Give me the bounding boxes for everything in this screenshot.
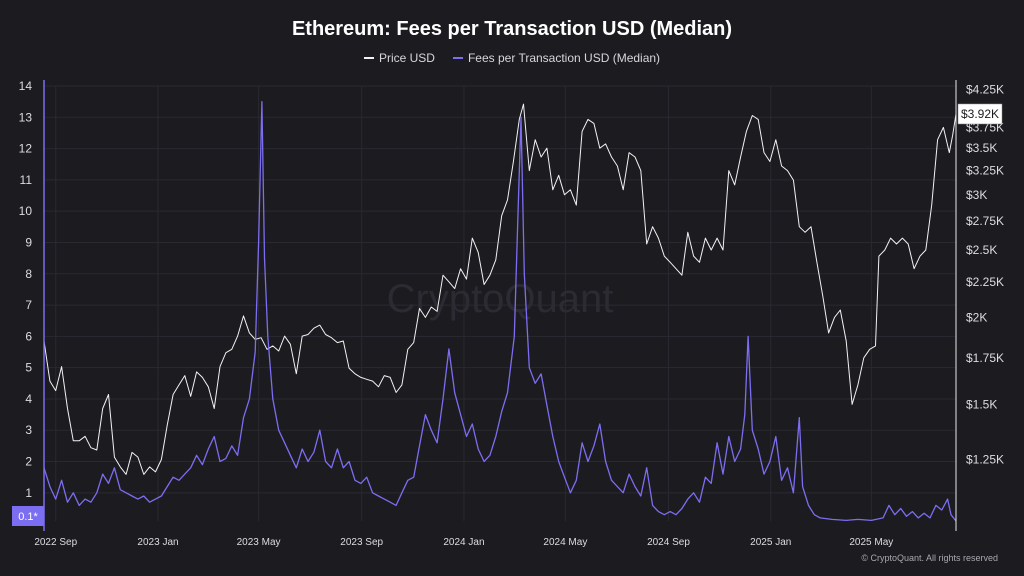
- copyright-text: © CryptoQuant. All rights reserved: [861, 553, 998, 563]
- legend-item-fees[interactable]: Fees per Transaction USD (Median): [452, 51, 661, 65]
- right-tick-label: $2.5K: [966, 243, 997, 257]
- legend-item-price[interactable]: Price USD: [363, 51, 435, 65]
- right-tick-label: $4.25K: [966, 83, 1004, 97]
- left-tick-label: 4: [25, 392, 32, 406]
- right-tick-label: $2.25K: [966, 275, 1004, 289]
- x-tick-label: 2023 Sep: [340, 537, 383, 548]
- right-tick-label: $3K: [966, 188, 987, 202]
- left-tick-label: 8: [25, 267, 32, 281]
- left-tick-label: 1: [25, 486, 32, 500]
- left-tick-label: 14: [19, 79, 33, 93]
- legend: Price USD Fees per Transaction USD (Medi…: [0, 51, 1024, 65]
- legend-swatch-price: [363, 57, 374, 59]
- fees-current-badge: 0.1*: [12, 506, 44, 526]
- left-tick-label: 11: [20, 173, 33, 187]
- fees-badge-bg: [12, 506, 44, 526]
- x-tick-label: 2024 May: [543, 537, 587, 548]
- left-tick-label: 7: [25, 298, 32, 312]
- price-badge-bg: [957, 103, 1003, 125]
- x-tick-label: 2025 May: [849, 537, 893, 548]
- grid-lines: [44, 85, 956, 521]
- series-layer: [43, 100, 957, 522]
- fees-series-line: [43, 100, 957, 522]
- x-tick-label: 2025 Jan: [750, 537, 791, 548]
- right-tick-label: $1.75K: [966, 351, 1004, 365]
- right-tick-label: $1.25K: [966, 453, 1004, 467]
- price-badge-label: $3.92K: [961, 107, 999, 121]
- left-tick-label: 13: [19, 110, 33, 124]
- left-tick-label: 9: [25, 235, 32, 249]
- left-tick-label: 2: [25, 455, 32, 469]
- left-tick-label: 3: [25, 423, 32, 437]
- fees-badge-label: 0.1*: [18, 511, 38, 523]
- x-tick-label: 2023 Jan: [137, 537, 178, 548]
- left-tick-label: 12: [19, 142, 33, 156]
- right-tick-label: $3.25K: [966, 164, 1004, 178]
- x-tick-label: 2024 Sep: [647, 537, 690, 548]
- price-series-line: [43, 103, 957, 475]
- left-tick-label: 6: [25, 329, 32, 343]
- left-tick-label: 10: [19, 204, 33, 218]
- x-tick-label: 2023 May: [237, 537, 281, 548]
- x-tick-label: 2022 Sep: [34, 537, 77, 548]
- right-tick-label: $3.5K: [966, 141, 997, 155]
- legend-label-fees: Fees per Transaction USD (Median): [467, 51, 661, 65]
- right-tick-label: $2.75K: [966, 214, 1004, 228]
- legend-label-price: Price USD: [378, 51, 435, 65]
- chart-title: Ethereum: Fees per Transaction USD (Medi…: [291, 18, 733, 40]
- right-tick-label: $2K: [966, 310, 987, 324]
- x-tick-label: 2024 Jan: [443, 537, 484, 548]
- price-current-badge: $3.92K: [957, 103, 1003, 125]
- legend-swatch-fees: [452, 57, 463, 59]
- left-tick-label: 5: [25, 361, 32, 375]
- right-tick-label: $1.5K: [966, 397, 997, 411]
- watermark: CryptoQuant: [387, 277, 614, 321]
